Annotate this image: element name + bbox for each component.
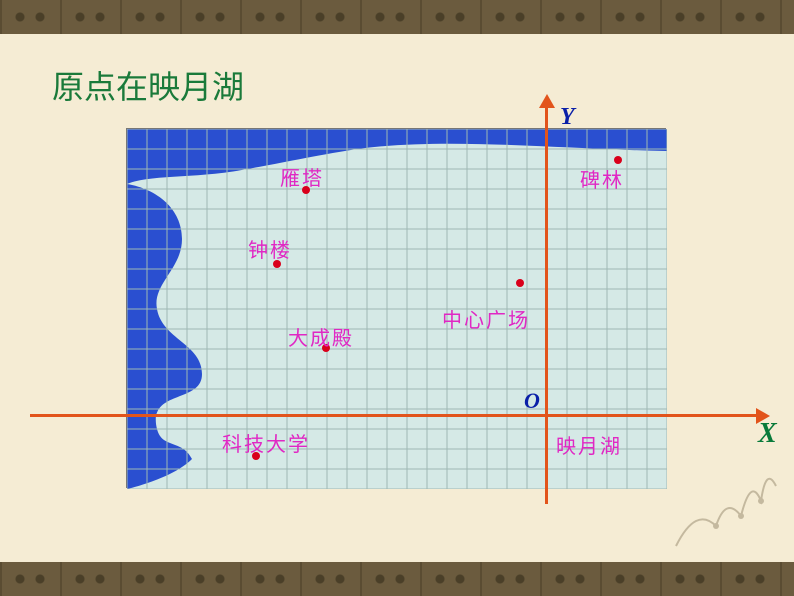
landmark-label-zhonglou: 钟楼 <box>248 234 292 263</box>
landmark-dot-beilin <box>614 156 622 164</box>
page-title: 原点在映月湖 <box>52 62 244 108</box>
landmark-label-keji: 科技大学 <box>222 428 310 457</box>
landmark-label-yingyue: 映月湖 <box>556 430 622 459</box>
landmark-dot-zhongxin <box>516 279 524 287</box>
landmark-label-yanta: 雁塔 <box>280 162 324 191</box>
landmark-label-dacheng: 大成殿 <box>288 322 354 351</box>
landmark-label-beilin: 碑林 <box>580 164 624 193</box>
y-axis <box>545 104 548 504</box>
landmark-label-zhongxin: 中心广场 <box>442 304 530 333</box>
corner-ornament <box>666 446 786 556</box>
y-axis-label: Y <box>560 104 575 131</box>
x-axis <box>30 414 760 417</box>
decorative-border-top <box>0 0 794 34</box>
origin-label: O <box>524 388 540 414</box>
decorative-border-bottom <box>0 562 794 596</box>
